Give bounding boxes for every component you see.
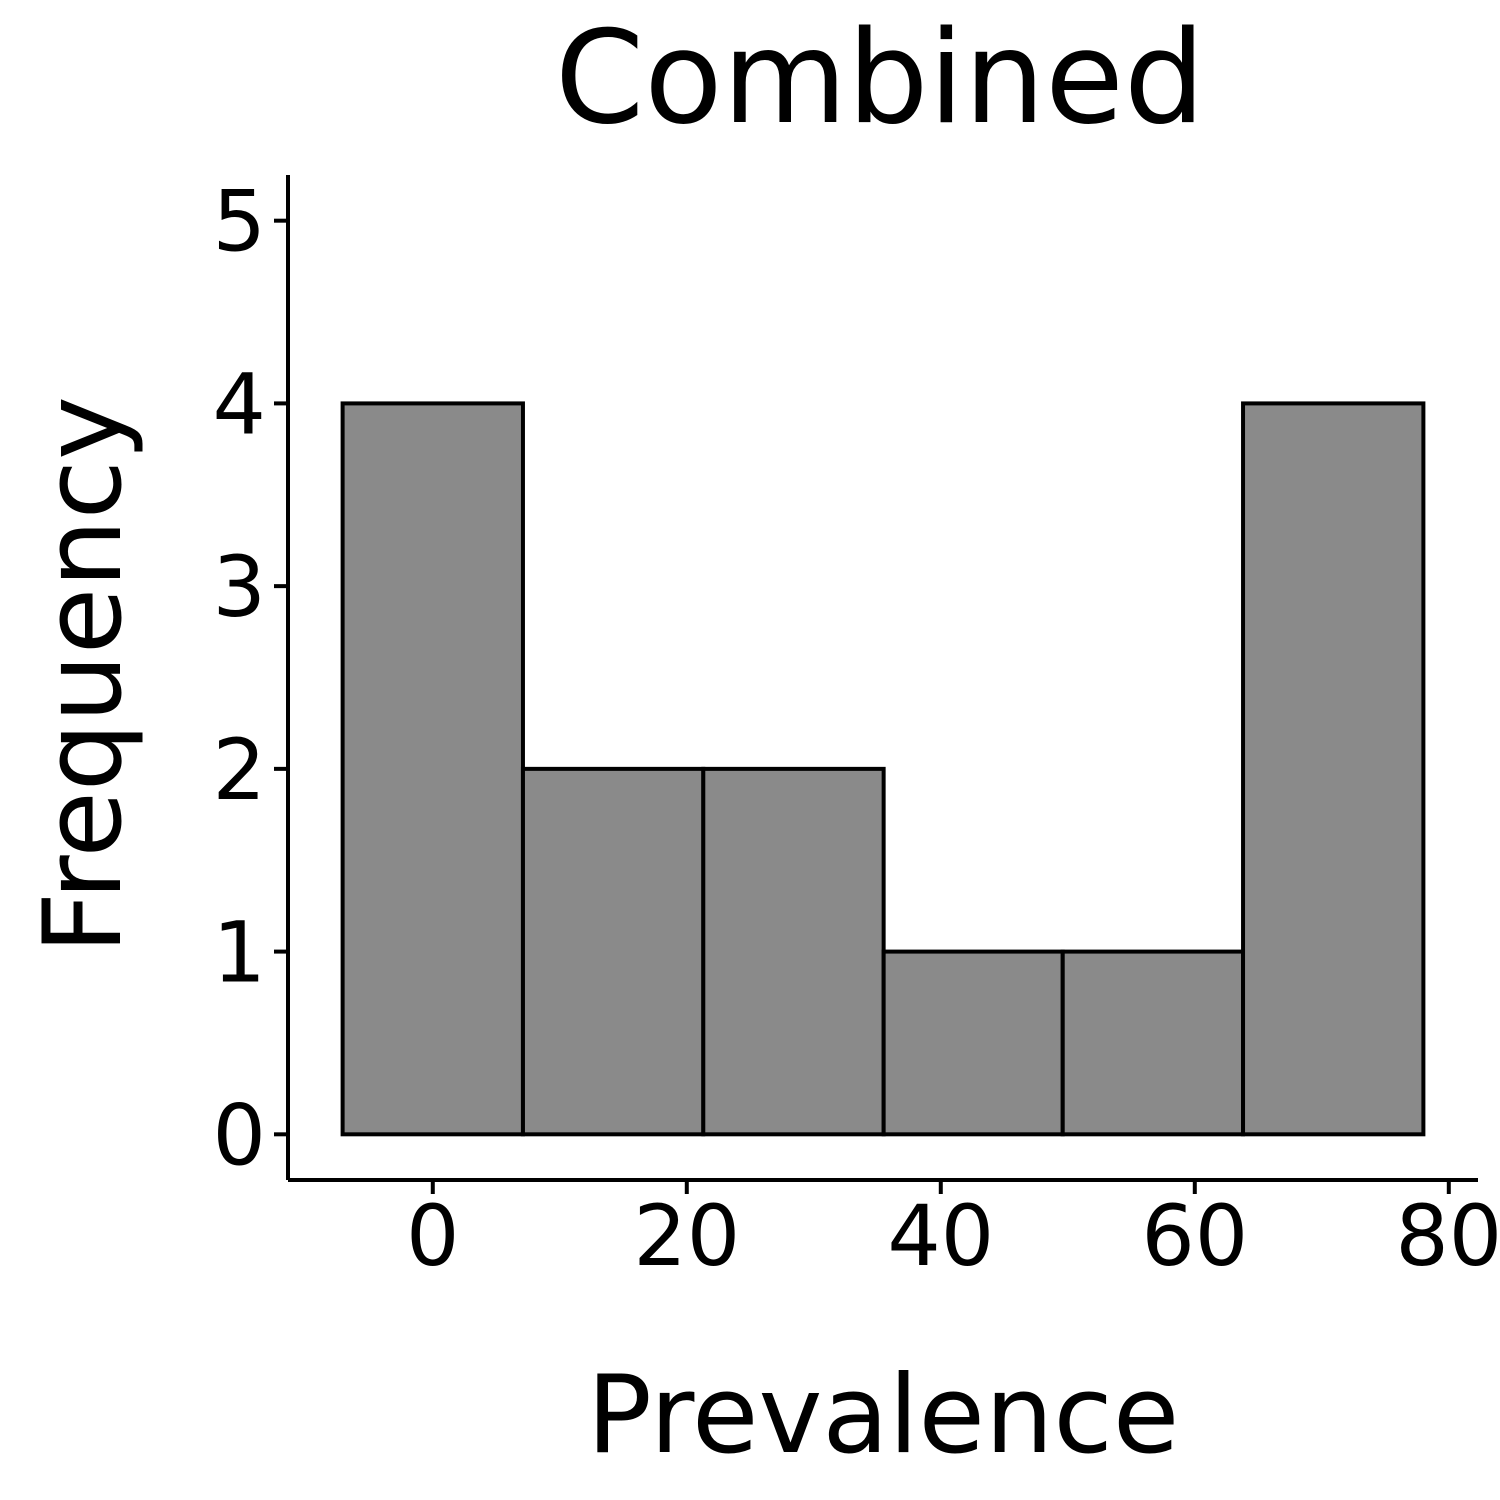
x-tick-label: 20 <box>633 1187 740 1285</box>
histogram-bar-2 <box>520 766 706 1137</box>
x-ticks-group: 0 20 40 60 80 <box>406 1180 1500 1285</box>
axes-group <box>286 175 1478 1182</box>
x-tick-label: 0 <box>406 1187 459 1285</box>
histogram-bar-5 <box>1060 949 1246 1137</box>
y-tick-label: 3 <box>213 538 266 636</box>
x-axis-label: Prevalence <box>587 1353 1180 1478</box>
bars-group <box>340 401 1426 1137</box>
y-ticks-group: 0 1 2 3 4 5 <box>213 173 288 1184</box>
y-tick-label: 1 <box>213 904 266 1002</box>
y-tick-label: 5 <box>213 173 266 271</box>
histogram-bar-3 <box>701 766 886 1137</box>
histogram-bar-6 <box>1241 401 1426 1137</box>
x-tick-label: 80 <box>1395 1187 1500 1285</box>
y-tick-label: 0 <box>213 1086 266 1184</box>
y-tick-label: 4 <box>213 355 266 453</box>
x-tick-label: 40 <box>887 1187 994 1285</box>
y-tick-label: 2 <box>213 721 266 819</box>
histogram-bar-1 <box>340 401 525 1137</box>
histogram-bar-4 <box>881 949 1065 1137</box>
chart-title: Combined <box>555 4 1205 153</box>
x-tick-label: 60 <box>1141 1187 1248 1285</box>
y-axis-label: Frequency <box>21 396 146 954</box>
